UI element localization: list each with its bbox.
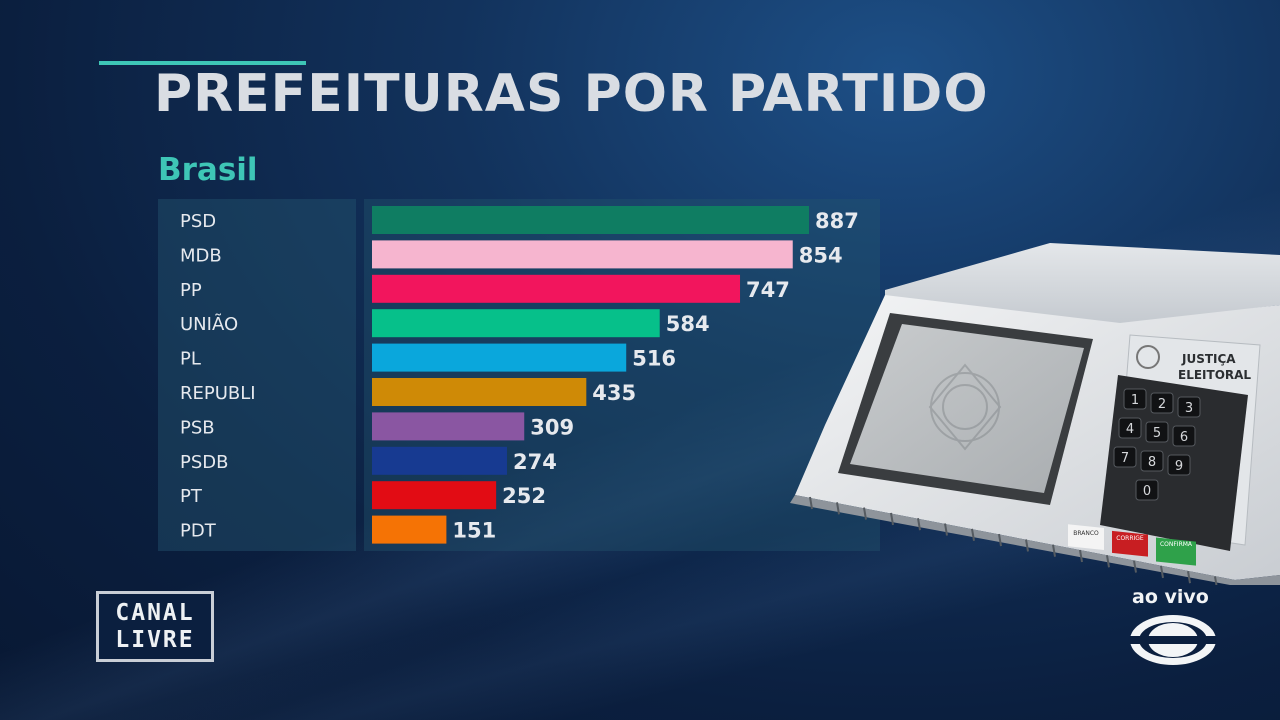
bar-chart: PSD 887 MDB 854 PP 747 UNIÃO 584 PL 516 REPUBLI 435… [180,206,859,544]
corrige-button [1112,530,1148,557]
keypad-key-label: 5 [1153,426,1161,441]
data-label: 435 [592,381,636,405]
keypad-key-label: 2 [1158,397,1166,412]
confirma-button [1156,537,1196,566]
voting-machine-icon: JUSTIÇA ELEITORAL 1 2 3 4 5 6 7 8 9 0 BRANCO CORR… [790,243,1280,585]
data-label: 274 [513,450,557,474]
data-label: 854 [799,243,843,267]
category-label: PDT [180,521,217,542]
keypad-key [1177,396,1201,418]
keypad-key [1123,388,1147,410]
chart-subtitle: Brasil [158,152,258,188]
category-label-panel [158,199,356,551]
canal-livre-logo: CANAL LIVRE [96,591,214,662]
bar [372,343,627,372]
bar [372,274,741,303]
keypad-key-label: 6 [1180,430,1188,445]
machine-edge-ridges [809,496,1218,585]
keypad-key-label: 4 [1126,422,1134,437]
category-label: PT [180,486,203,507]
keypad-key [1167,454,1191,476]
category-label: REPUBLI [180,383,256,404]
keypad-key-label: 0 [1143,484,1151,499]
category-label: PSDB [180,452,229,473]
panel-text-line1: JUSTIÇA [1181,352,1236,366]
bar [372,446,507,475]
bar [372,481,497,510]
keypad-key [1140,450,1164,472]
bar [372,378,587,406]
data-label: 309 [530,415,574,439]
keypad-key [1172,425,1196,447]
keypad-key-label: 1 [1131,393,1139,408]
title-accent-line [99,61,306,65]
chart-title: PREFEITURAS POR PARTIDO [154,64,989,124]
data-label: 151 [452,519,496,543]
data-label: 887 [815,209,859,233]
category-label: PSB [180,417,215,438]
keypad-key-label: 7 [1121,451,1129,466]
keypad-key [1113,446,1137,468]
category-label: PSD [180,211,216,232]
canal-livre-logo-line2: LIVRE [115,626,195,653]
bar [372,240,793,269]
data-label: 516 [632,347,676,371]
keypad-key-label: 8 [1148,455,1156,470]
canal-livre-logo-line1: CANAL [115,599,195,626]
data-label: 252 [502,484,546,508]
band-eye-logo-icon [1130,615,1216,665]
keypad-key [1150,392,1174,414]
keypad-key-label: 9 [1175,459,1183,474]
keypad: 1 2 3 4 5 6 7 8 9 0 [1113,388,1201,501]
bar [372,515,447,544]
confirma-button-label: CONFIRMA [1160,541,1193,548]
coat-of-arms-icon [1136,345,1160,369]
bar [372,309,660,338]
bar [372,206,809,234]
keypad-key-label: 3 [1185,401,1193,416]
corrige-button-label: CORRIGE [1116,535,1144,542]
keypad-key [1145,421,1169,443]
branco-button-label: BRANCO [1073,530,1099,537]
category-label: PL [180,349,201,370]
category-label: UNIÃO [180,313,238,335]
live-label: ao vivo [1132,586,1209,608]
data-label: 747 [746,278,790,302]
branco-button [1068,524,1104,551]
category-label: MDB [180,245,222,266]
category-label: PP [180,280,202,301]
bar [372,412,525,441]
keypad-key [1135,479,1159,501]
panel-text-line2: ELEITORAL [1178,368,1251,382]
data-label: 584 [666,312,710,336]
keypad-key [1118,417,1142,439]
